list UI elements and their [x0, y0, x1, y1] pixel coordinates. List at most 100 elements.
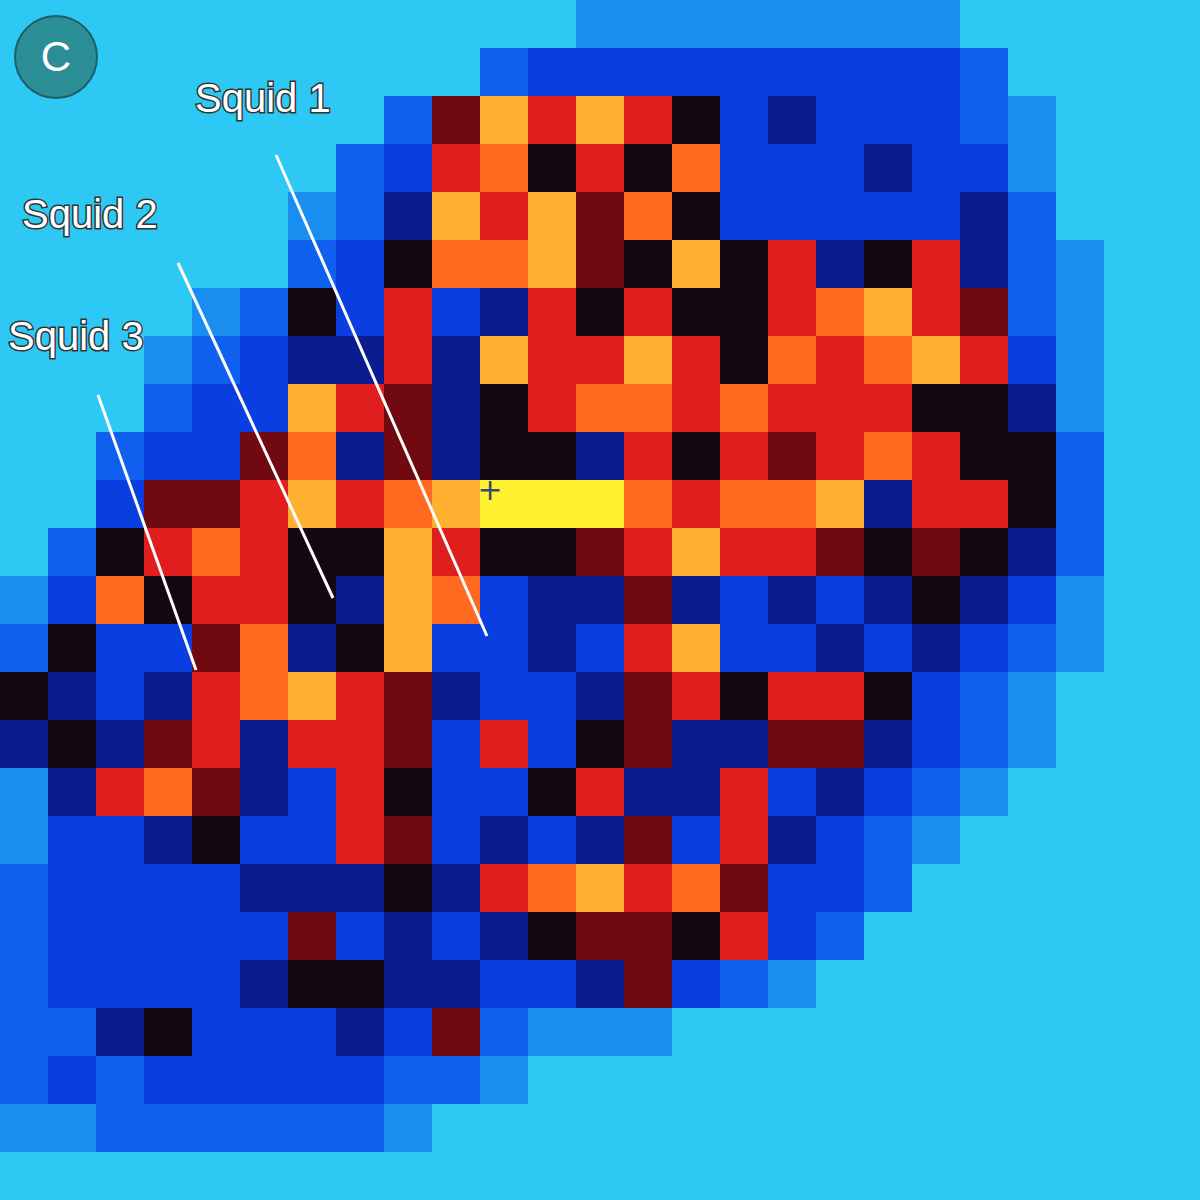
cell: [912, 864, 961, 913]
cell: [912, 336, 961, 385]
cell: [144, 1104, 193, 1153]
cell: [432, 480, 481, 529]
cell: [192, 192, 241, 241]
cell: [48, 912, 97, 961]
cell: [240, 1104, 289, 1153]
cell: [144, 1056, 193, 1105]
cell: [192, 720, 241, 769]
cell: [1008, 480, 1057, 529]
cell: [720, 528, 769, 577]
cell: [960, 384, 1009, 433]
cell: [912, 1104, 961, 1153]
cell: [1008, 288, 1057, 337]
cell: [240, 0, 289, 49]
cell: [240, 720, 289, 769]
cell: [1104, 1008, 1153, 1057]
cell: [528, 0, 577, 49]
cell: [1152, 288, 1200, 337]
cell: [960, 528, 1009, 577]
cell: [96, 1056, 145, 1105]
cell: [864, 1008, 913, 1057]
cell: [624, 1056, 673, 1105]
cell: [576, 144, 625, 193]
annotation-label: Squid 2: [22, 192, 158, 236]
cell: [720, 1008, 769, 1057]
cell: [960, 336, 1009, 385]
cell: [48, 720, 97, 769]
cell: [672, 912, 721, 961]
cell: [1008, 384, 1057, 433]
cell: [480, 960, 529, 1009]
cell: [576, 960, 625, 1009]
cell: [192, 1056, 241, 1105]
cell: [768, 624, 817, 673]
cell: [864, 384, 913, 433]
cell: [816, 528, 865, 577]
cell: [864, 192, 913, 241]
cell: [768, 1008, 817, 1057]
cell: [384, 864, 433, 913]
cell: [864, 720, 913, 769]
cell: [336, 1008, 385, 1057]
cell: [1056, 960, 1105, 1009]
cell: [864, 1056, 913, 1105]
cell: [96, 672, 145, 721]
cell: [96, 720, 145, 769]
cell: [1056, 48, 1105, 97]
cell: [960, 624, 1009, 673]
cell: [624, 48, 673, 97]
cell: [768, 96, 817, 145]
cell: [576, 1008, 625, 1057]
cell: [0, 480, 49, 529]
cell: [240, 768, 289, 817]
cell: [912, 48, 961, 97]
cell: [336, 720, 385, 769]
cell: [288, 336, 337, 385]
cell: [144, 1008, 193, 1057]
cell: [0, 1152, 49, 1200]
cell: [336, 240, 385, 289]
cell: [672, 672, 721, 721]
cell: [912, 480, 961, 529]
cell: [96, 624, 145, 673]
cell: [912, 1008, 961, 1057]
cell: [240, 864, 289, 913]
cell: [1104, 336, 1153, 385]
cell: [384, 240, 433, 289]
cell: [816, 192, 865, 241]
cell: [768, 720, 817, 769]
cell: [144, 480, 193, 529]
cell: [480, 672, 529, 721]
cell: [480, 240, 529, 289]
cell: [336, 528, 385, 577]
cell: [336, 384, 385, 433]
cell: [672, 96, 721, 145]
cell: [528, 960, 577, 1009]
cell: [1152, 432, 1200, 481]
cell: [864, 336, 913, 385]
cell: [432, 768, 481, 817]
cell: [48, 1152, 97, 1200]
cell: [672, 48, 721, 97]
cell: [1152, 720, 1200, 769]
cell: [192, 1008, 241, 1057]
cell: [624, 528, 673, 577]
cell: [480, 192, 529, 241]
cell: [1152, 1104, 1200, 1153]
cell: [960, 432, 1009, 481]
cell: [816, 240, 865, 289]
cell: [768, 384, 817, 433]
cell: [336, 480, 385, 529]
cell: [672, 960, 721, 1009]
cell: [432, 432, 481, 481]
cell: [240, 912, 289, 961]
cell: [672, 1104, 721, 1153]
cell: [672, 384, 721, 433]
cell: [1104, 432, 1153, 481]
cell: [1056, 624, 1105, 673]
cell: [528, 624, 577, 673]
cell: [384, 192, 433, 241]
cell: [864, 1104, 913, 1153]
cell: [0, 240, 49, 289]
cell: [336, 1056, 385, 1105]
